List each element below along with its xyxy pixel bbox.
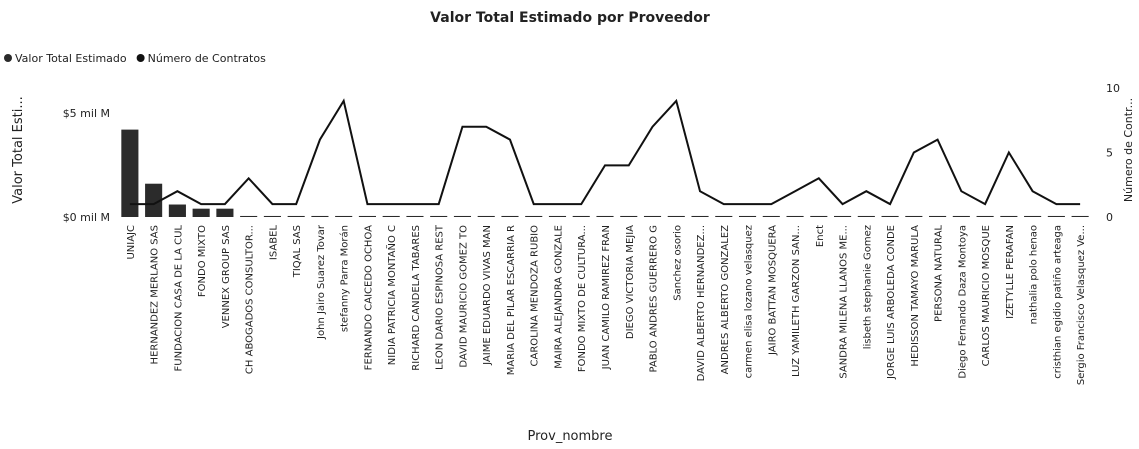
x-tick-label: ANDRES ALBERTO GONZALEZ [720, 225, 731, 374]
x-tick-label: MAIRA ALEJANDRA GONZALE [553, 225, 564, 369]
chart-title: Valor Total Estimado por Proveedor [430, 10, 710, 26]
bar [525, 215, 543, 217]
x-tick-label: DAVID ALBERTO HERNANDEZ... [696, 225, 707, 381]
x-tick-label: JAIME EDUARDO VIVAS MAN [482, 225, 493, 366]
x-tick-label: FERNANDO CAICEDO OCHOA [363, 225, 374, 370]
bar [857, 215, 875, 217]
bar [715, 215, 733, 217]
bar [1047, 215, 1065, 217]
x-tick-label: FONDO MIXTO [197, 225, 208, 297]
x-tick-label: DAVID MAURICIO GOMEZ TO [458, 225, 469, 368]
bar [1071, 215, 1089, 217]
bar [358, 215, 376, 217]
y2-tick-label: 0 [1106, 211, 1113, 224]
x-tick-label: NIDIA PATRICIA MONTAÑO C [385, 225, 398, 365]
x-tick-label: stefanny Parra Morán [339, 225, 351, 332]
bar [596, 215, 614, 217]
x-tick-label: JUAN CAMILO RAMIREZ FRAN [601, 225, 612, 370]
bar [477, 215, 495, 217]
bar [382, 215, 400, 217]
x-tick-label: LUZ YAMILETH GARZON SAN... [791, 225, 802, 377]
x-tick-label: JAIRO BATTAN MOSQUERA [767, 225, 778, 356]
bar [620, 215, 638, 217]
line [129, 98, 1081, 206]
y-tick-label: $0 mil M [63, 211, 110, 224]
bar [929, 215, 947, 217]
x-tick-label: PERSONA NATURAL [934, 225, 945, 322]
x-tick-label: TIQAL SAS [292, 225, 303, 278]
bar [572, 215, 590, 217]
x-tick-label: IZETYLLE PERAFAN [1005, 225, 1016, 319]
bar [691, 215, 709, 217]
bar [738, 215, 757, 217]
x-tick-label: CAROLINA MENDOZA RUBIO [530, 225, 541, 367]
bar [762, 215, 780, 217]
x-tick-label: CARLOS MAURICIO MOSQUE [981, 225, 992, 366]
bar [263, 215, 281, 217]
bar [548, 215, 567, 217]
bar [952, 215, 970, 217]
x-tick-label: lisbeth stephanie Gomez [862, 225, 873, 349]
bar [240, 215, 258, 217]
x-tick-label: PABLO ANDRES GUERRERO G [649, 225, 660, 373]
bar [1024, 215, 1042, 217]
y2-tick-label: 5 [1106, 147, 1113, 160]
x-tick-label: FONDO MIXTO DE CULTURA... [577, 225, 588, 372]
legend-label: Valor Total Estimado [15, 52, 127, 65]
bar [121, 129, 139, 217]
x-tick-label: Enct [815, 225, 826, 247]
bar [335, 215, 353, 217]
x-tick-label: SANDRA MILENA LLANOS ME... [839, 225, 850, 379]
bar [311, 215, 329, 217]
bar [453, 215, 472, 217]
legend-marker [4, 54, 12, 62]
bar [810, 215, 828, 217]
x-tick-label: CH ABOGADOS CONSULTOR... [245, 225, 256, 374]
x-tick-label: LEON DARIO ESPINOSA REST [435, 224, 446, 370]
x-axis-title: Prov_nombre [528, 429, 613, 444]
bar [501, 215, 519, 217]
x-tick-label: cristhian egidio patiño arteaga [1052, 225, 1063, 379]
x-tick-label: DIEGO VICTORIA MEJIA [625, 225, 636, 339]
bar [834, 215, 852, 217]
bar [643, 215, 662, 217]
bar [192, 208, 210, 217]
bar [786, 215, 804, 217]
x-tick-label: VENNEX GROUP SAS [221, 225, 232, 328]
x-tick-label: FUNDACION CASA DE LA CUL [173, 225, 184, 372]
bar [287, 215, 305, 217]
x-tick-label: JORGE LUIS ARBOLEDA CONDE [886, 225, 897, 380]
legend-label: Número de Contratos [148, 52, 266, 65]
bar [1000, 215, 1018, 217]
x-tick-label: HERNANDEZ MERLANO SAS [150, 225, 161, 364]
x-tick-label: carmen elisa lozano velasquez [744, 225, 755, 378]
bar [881, 215, 899, 217]
bar [216, 208, 234, 217]
x-tick-label: HEDISSON TAMAYO MARULA [910, 225, 921, 367]
x-tick-label: John Jairo Suarez Tovar [316, 224, 327, 340]
y2-tick-label: 10 [1106, 82, 1120, 95]
x-tick-label: UNIAJC [126, 225, 137, 260]
x-tick-label: RICHARD CANDELA TABARES [411, 225, 422, 371]
x-tick-label: Sanchez osorio [672, 225, 683, 301]
bar [905, 215, 923, 217]
x-tick-label: Sergio Francisco Velasquez Ve... [1076, 225, 1087, 385]
bar [430, 215, 448, 217]
y-tick-label: $5 mil M [63, 107, 110, 120]
bar [145, 183, 163, 217]
bar [406, 215, 424, 217]
bar [168, 204, 186, 217]
x-tick-label: Diego Fernando Daza Montoya [957, 225, 968, 379]
x-tick-label: ISABEL [268, 225, 279, 261]
legend-marker [136, 54, 145, 62]
x-tick-label: MARIA DEL PILAR ESCARRIA R [506, 225, 517, 375]
y-axis-title: Valor Total Esti... [11, 96, 26, 203]
bar [667, 215, 685, 217]
bar [976, 215, 994, 217]
y2-axis-title: Número de Contr... [1122, 98, 1135, 202]
x-tick-label: nathalia polo henao [1029, 225, 1040, 324]
